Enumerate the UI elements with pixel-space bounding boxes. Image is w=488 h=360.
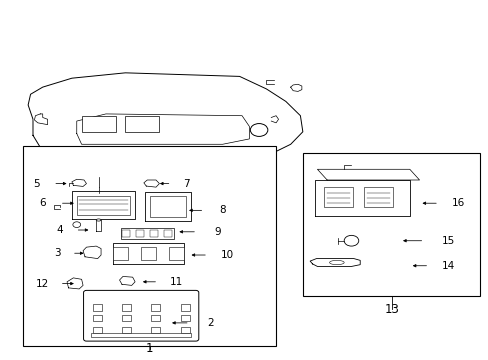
Polygon shape <box>67 278 83 289</box>
Ellipse shape <box>329 260 344 265</box>
Bar <box>136 230 144 237</box>
FancyBboxPatch shape <box>83 291 199 341</box>
Bar <box>77 196 130 215</box>
Text: 16: 16 <box>451 198 464 208</box>
Polygon shape <box>28 73 302 158</box>
Bar <box>120 228 174 239</box>
Text: 11: 11 <box>169 277 183 287</box>
Bar <box>181 304 189 311</box>
Bar <box>91 333 191 337</box>
Polygon shape <box>96 220 101 231</box>
Bar <box>323 187 352 207</box>
Bar <box>93 315 102 321</box>
Bar <box>151 327 160 333</box>
Text: 8: 8 <box>219 205 225 215</box>
Bar <box>150 230 158 237</box>
Polygon shape <box>83 246 101 258</box>
Text: 3: 3 <box>54 248 61 258</box>
Polygon shape <box>309 258 360 266</box>
Polygon shape <box>72 192 135 219</box>
Polygon shape <box>290 84 301 91</box>
Bar <box>169 247 183 260</box>
Ellipse shape <box>96 219 101 221</box>
Text: 4: 4 <box>56 225 63 235</box>
Text: 15: 15 <box>441 236 454 246</box>
Bar <box>149 197 186 217</box>
Bar <box>164 230 172 237</box>
Text: 7: 7 <box>183 179 189 189</box>
Polygon shape <box>72 179 86 186</box>
Bar <box>122 315 131 321</box>
Bar <box>151 304 160 311</box>
Bar <box>151 315 160 321</box>
Text: 2: 2 <box>207 318 213 328</box>
Text: 1: 1 <box>145 342 153 355</box>
Text: 14: 14 <box>441 261 454 271</box>
Text: 13: 13 <box>384 303 398 316</box>
Bar <box>93 304 102 311</box>
Polygon shape <box>314 180 409 216</box>
Bar <box>302 153 479 296</box>
Polygon shape <box>144 192 191 221</box>
Bar <box>23 146 276 346</box>
Text: 12: 12 <box>36 279 49 289</box>
Bar <box>113 247 127 260</box>
Bar <box>122 327 131 333</box>
Text: 9: 9 <box>214 227 221 237</box>
Polygon shape <box>143 180 159 187</box>
Text: 10: 10 <box>221 250 234 260</box>
Bar <box>125 116 159 132</box>
Bar <box>141 247 156 260</box>
Bar <box>181 327 189 333</box>
Bar <box>181 315 189 321</box>
Bar <box>93 327 102 333</box>
Bar <box>122 304 131 311</box>
Bar <box>122 230 130 237</box>
Bar <box>363 187 392 207</box>
Polygon shape <box>119 276 135 285</box>
Polygon shape <box>34 114 47 125</box>
Polygon shape <box>113 243 183 264</box>
Polygon shape <box>317 169 419 180</box>
Bar <box>81 116 116 132</box>
Text: 6: 6 <box>40 198 46 208</box>
Text: 5: 5 <box>34 179 40 189</box>
